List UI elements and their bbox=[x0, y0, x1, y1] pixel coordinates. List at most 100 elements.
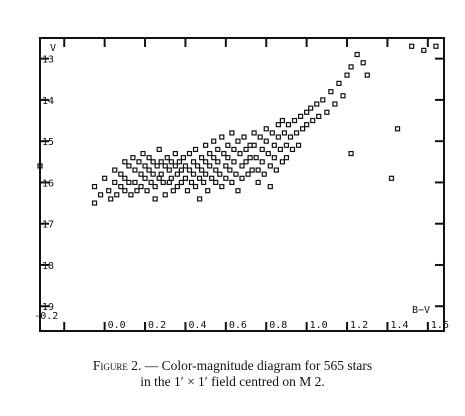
data-point bbox=[221, 150, 227, 157]
data-point bbox=[245, 171, 251, 177]
data-point bbox=[279, 159, 285, 165]
data-point bbox=[158, 171, 164, 177]
data-points bbox=[37, 43, 439, 206]
data-point bbox=[178, 167, 184, 173]
data-point bbox=[190, 159, 197, 165]
x-tick-label: 0.2 bbox=[148, 320, 166, 331]
caption-label: Figure 2. bbox=[92, 358, 142, 373]
data-point bbox=[196, 175, 203, 181]
data-point bbox=[201, 179, 207, 186]
data-point bbox=[209, 175, 215, 181]
data-point bbox=[277, 146, 283, 153]
data-point bbox=[132, 167, 138, 173]
data-point bbox=[233, 171, 239, 177]
data-point bbox=[140, 150, 146, 157]
data-point bbox=[261, 171, 267, 177]
data-point bbox=[190, 171, 197, 177]
y-tick-label: 16 bbox=[42, 178, 54, 189]
data-point bbox=[196, 196, 203, 202]
data-point bbox=[231, 146, 237, 153]
data-point bbox=[332, 101, 338, 107]
data-point bbox=[172, 150, 178, 157]
data-point bbox=[265, 150, 271, 157]
data-point bbox=[225, 155, 231, 161]
y-tick-label: 14 bbox=[42, 96, 54, 107]
data-point bbox=[310, 117, 316, 124]
data-point bbox=[251, 142, 257, 148]
data-point bbox=[152, 183, 158, 190]
data-point bbox=[154, 163, 160, 169]
data-point bbox=[122, 159, 128, 165]
data-point bbox=[138, 171, 144, 177]
data-point bbox=[174, 171, 180, 177]
x-axis-label: B−V bbox=[412, 305, 430, 316]
data-point bbox=[122, 175, 128, 181]
data-point bbox=[136, 159, 142, 165]
y-tick-label: 19 bbox=[42, 302, 54, 313]
data-point bbox=[273, 167, 279, 173]
data-point bbox=[186, 167, 193, 173]
x-tick-label: -0.2 bbox=[34, 311, 58, 322]
data-point bbox=[257, 134, 263, 140]
data-point bbox=[364, 72, 370, 78]
data-point bbox=[194, 163, 201, 169]
caption-line-1: Figure 2. — Color-magnitude diagram for … bbox=[20, 358, 445, 374]
data-point bbox=[184, 188, 191, 194]
data-point bbox=[144, 188, 150, 194]
data-point bbox=[162, 163, 168, 169]
data-point bbox=[150, 171, 156, 177]
y-tick-label: 15 bbox=[42, 137, 54, 148]
data-point bbox=[128, 192, 134, 198]
data-point bbox=[178, 179, 184, 186]
x-tick-label: 1.2 bbox=[350, 320, 368, 331]
data-point bbox=[158, 159, 164, 165]
data-point bbox=[229, 130, 235, 136]
data-point bbox=[251, 130, 257, 136]
data-point bbox=[263, 138, 269, 144]
data-point bbox=[229, 179, 235, 186]
data-point bbox=[150, 159, 156, 165]
data-point bbox=[106, 188, 112, 194]
data-point bbox=[199, 167, 205, 173]
data-point bbox=[126, 179, 132, 186]
data-point bbox=[37, 163, 43, 169]
x-tick-label: 1.4 bbox=[390, 320, 408, 331]
plot-frame bbox=[39, 37, 445, 332]
data-point bbox=[176, 159, 182, 165]
data-point bbox=[300, 126, 306, 132]
data-point bbox=[146, 167, 152, 173]
data-point bbox=[263, 126, 269, 132]
y-tick-label: 18 bbox=[42, 261, 54, 272]
data-point bbox=[215, 146, 221, 153]
data-point bbox=[235, 188, 241, 194]
data-point bbox=[293, 130, 300, 136]
data-point bbox=[267, 163, 273, 169]
data-point bbox=[156, 175, 162, 181]
data-point bbox=[142, 175, 148, 181]
data-point bbox=[388, 175, 395, 181]
data-point bbox=[170, 188, 176, 194]
data-point bbox=[239, 175, 245, 181]
data-point bbox=[134, 188, 140, 194]
data-point bbox=[174, 183, 180, 190]
data-point bbox=[203, 142, 209, 148]
data-point bbox=[271, 155, 277, 161]
data-point bbox=[394, 126, 401, 132]
x-tick-label: 1.6 bbox=[431, 320, 449, 331]
data-point bbox=[112, 179, 118, 186]
data-point bbox=[207, 163, 213, 169]
data-point bbox=[146, 155, 152, 161]
data-point bbox=[433, 43, 439, 49]
data-point bbox=[219, 183, 225, 190]
data-point bbox=[166, 167, 172, 173]
data-point bbox=[132, 179, 138, 186]
data-point bbox=[219, 134, 225, 140]
caption-text-1: — Color-magnitude diagram for 565 stars bbox=[141, 358, 373, 373]
data-point bbox=[289, 146, 296, 153]
data-point bbox=[283, 155, 290, 161]
data-point bbox=[247, 155, 253, 161]
figure-caption: Figure 2. — Color-magnitude diagram for … bbox=[20, 358, 445, 390]
data-point bbox=[235, 138, 241, 144]
data-point bbox=[275, 122, 281, 128]
data-point bbox=[122, 188, 128, 194]
